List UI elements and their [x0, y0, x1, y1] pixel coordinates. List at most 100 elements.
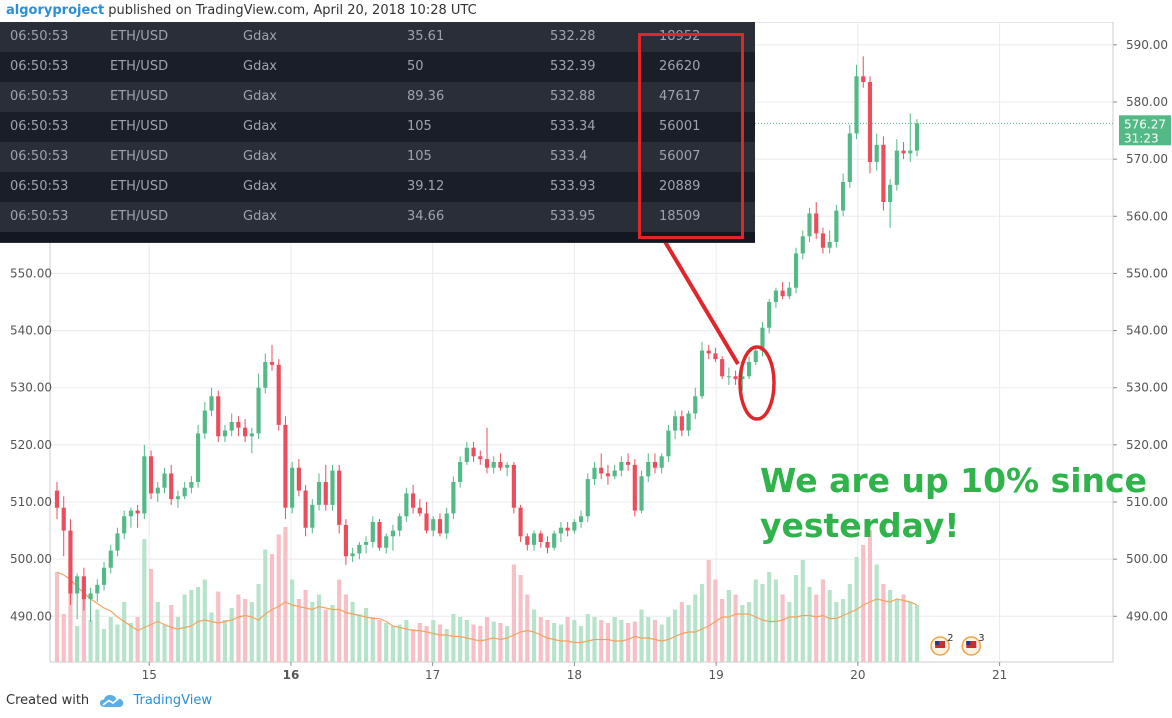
candle [175, 490, 181, 508]
candle [209, 387, 214, 417]
candle [216, 390, 221, 442]
volume-bar [538, 617, 543, 662]
candle [290, 462, 295, 514]
candle-body [243, 427, 248, 437]
volume-bar [518, 575, 523, 662]
candle-body [854, 76, 859, 134]
candle-body [431, 519, 436, 531]
price-axis[interactable]: 490.00 500.00 510.00 520.00 530.00 540.00 550.… [10, 38, 1171, 623]
time-axis[interactable]: 15 16 17 18 19 20 21 [142, 662, 1008, 682]
candle [565, 522, 570, 537]
flag-stripes [935, 641, 946, 648]
candle-body [350, 553, 355, 557]
candle [451, 476, 456, 520]
volume-bar [726, 590, 731, 662]
trades-panel: 06:50:53 ETH/USD Gdax 35.61 532.28 18952 06:50… [0, 22, 755, 243]
volume-bar [888, 590, 893, 662]
candle-body [357, 544, 362, 554]
candle [619, 456, 624, 477]
trade-quantity: 105 [407, 119, 432, 134]
left-price-label: 500.00 [10, 552, 52, 566]
candle-body [276, 364, 281, 425]
candle [914, 119, 920, 157]
volume-bar [404, 620, 409, 662]
candle-body [914, 123, 920, 151]
candle-body [303, 490, 308, 528]
economic-event-flag-icon[interactable]: 2 [930, 633, 953, 656]
candle-body [861, 76, 866, 82]
volume-bar [659, 624, 664, 662]
candle [773, 287, 778, 308]
author-link[interactable]: algoryproject [6, 3, 105, 18]
volume-bar [283, 527, 288, 662]
volume-bar [363, 608, 369, 662]
price-tick-label: 490.00 [1126, 609, 1168, 623]
publish-info: published on TradingView.com, April 20, … [108, 3, 477, 18]
candle-body [827, 242, 832, 248]
candle [578, 510, 584, 528]
volume-bar [377, 620, 382, 662]
volume-bar [61, 614, 66, 662]
volume-bar [135, 617, 140, 662]
volume-bar [478, 626, 483, 662]
candle-body [68, 530, 73, 594]
volume-bar [827, 590, 832, 662]
candle [276, 359, 281, 431]
volume-bar [505, 626, 510, 662]
candle-body [867, 82, 873, 162]
left-price-label: 550.00 [10, 266, 52, 280]
candle-body [525, 536, 530, 545]
candle-body [390, 530, 396, 537]
candle-body [531, 533, 537, 545]
candle [746, 356, 752, 380]
trade-price: 532.88 [550, 89, 596, 104]
volume-bar [236, 594, 241, 662]
candle-body [659, 456, 664, 468]
candle [706, 344, 711, 360]
candle-body [377, 522, 382, 548]
candle [135, 504, 140, 528]
volume-bar [787, 602, 792, 662]
volume-bar [128, 623, 133, 662]
volume-bar [498, 623, 503, 662]
price-tick-label: 520.00 [1126, 438, 1168, 452]
volume-bar [881, 584, 886, 662]
volume-bar [914, 605, 920, 662]
candle [236, 416, 241, 437]
trade-exchange: Gdax [243, 59, 277, 74]
candle-body [81, 576, 86, 600]
volume-bar [639, 609, 644, 662]
volume-bar [88, 620, 93, 662]
trade-row: 06:50:53 ETH/USD Gdax 50 532.39 26620 [0, 52, 755, 82]
candle [370, 516, 375, 548]
trade-price: 532.39 [550, 59, 596, 74]
candle-body [888, 184, 893, 202]
candle-body [290, 467, 295, 508]
candle [599, 453, 604, 480]
candle-body [189, 482, 194, 488]
tradingview-brand-link[interactable]: TradingView [133, 693, 212, 708]
candle [834, 204, 839, 248]
candle-body [101, 567, 107, 585]
candle [592, 462, 597, 485]
trade-price: 533.34 [550, 119, 596, 134]
volume-bar [820, 579, 826, 662]
candle-body [142, 456, 147, 514]
candle-body [384, 536, 389, 548]
volume-bar [263, 549, 268, 662]
candle [115, 527, 120, 557]
candle [323, 464, 328, 511]
economic-event-flag-icon[interactable]: 3 [961, 633, 985, 656]
candle [585, 473, 590, 522]
volume-bar [780, 594, 785, 662]
volume-bar [216, 591, 221, 662]
candle-body [874, 144, 879, 162]
candle [148, 450, 154, 500]
candle [572, 519, 577, 534]
volume-bar [209, 612, 214, 662]
candle-body [673, 416, 678, 431]
candle [686, 410, 691, 437]
candle [142, 444, 147, 520]
time-tick-label: 20 [850, 668, 865, 682]
